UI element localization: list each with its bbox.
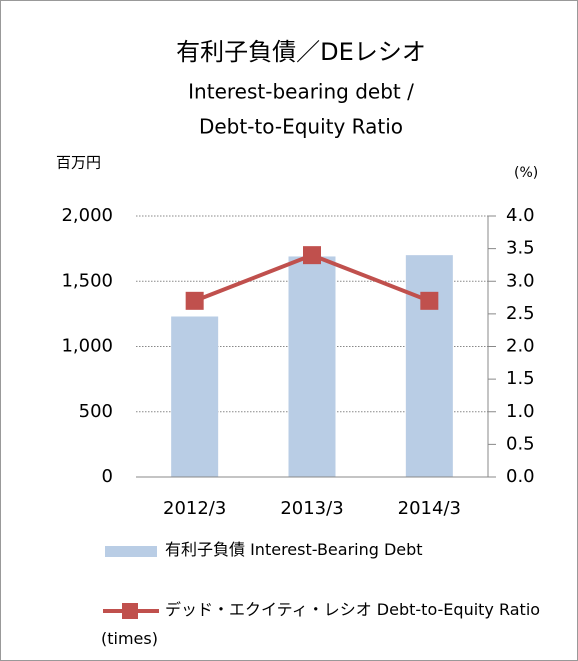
y-axis-label: 百万円 [56,154,101,172]
x-tick-label: 2013/3 [280,498,343,519]
y2-tick-label: 0.0 [506,466,535,487]
bar [405,255,453,477]
legend-item: デッド・エクイティ・レシオ Debt-to-Equity Ratio (time… [101,595,571,653]
legend-swatch [103,602,159,619]
y2-tick-label: 3.0 [506,270,535,291]
legend-swatch-bar [105,545,157,557]
y2-tick-label: 1.0 [506,401,535,422]
bar [288,256,336,477]
chart-title: 有利子負債／DEレシオ [176,38,426,66]
x-tick-label: 2014/3 [398,498,461,519]
y2-axis-label: (%) [514,165,538,181]
y-tick-label: 500 [79,401,113,422]
y2-tick-label: 1.5 [506,368,535,389]
line-marker [303,246,321,265]
legend-label: デッド・エクイティ・レシオ Debt-to-Equity Ratio (time… [101,600,541,648]
legend-label: 有利子負債 Interest-Bearing Debt [165,540,423,559]
y2-tick-label: 4.0 [506,205,535,226]
line-marker [185,291,204,310]
x-tick-label: 2012/3 [163,498,226,519]
legend-swatch [105,545,157,557]
y-tick-label: 1,000 [61,336,113,357]
y2-tick-label: 2.5 [506,303,535,324]
bar [171,316,219,477]
y2-tick-label: 0.5 [506,433,535,454]
y2-tick-label: 2.0 [506,336,535,357]
y-tick-label: 0 [102,466,113,487]
legend-item: 有利子負債 Interest-Bearing Debt [101,535,571,564]
chart-subtitle: Debt-to-Equity Ratio [199,115,403,139]
y-tick-label: 1,500 [61,270,113,291]
legend-swatch-marker [122,602,138,619]
y-tick-label: 2,000 [61,205,113,226]
line-marker [420,291,439,310]
chart-subtitle: Interest-bearing debt / [188,80,414,104]
y2-tick-label: 3.5 [506,238,535,259]
